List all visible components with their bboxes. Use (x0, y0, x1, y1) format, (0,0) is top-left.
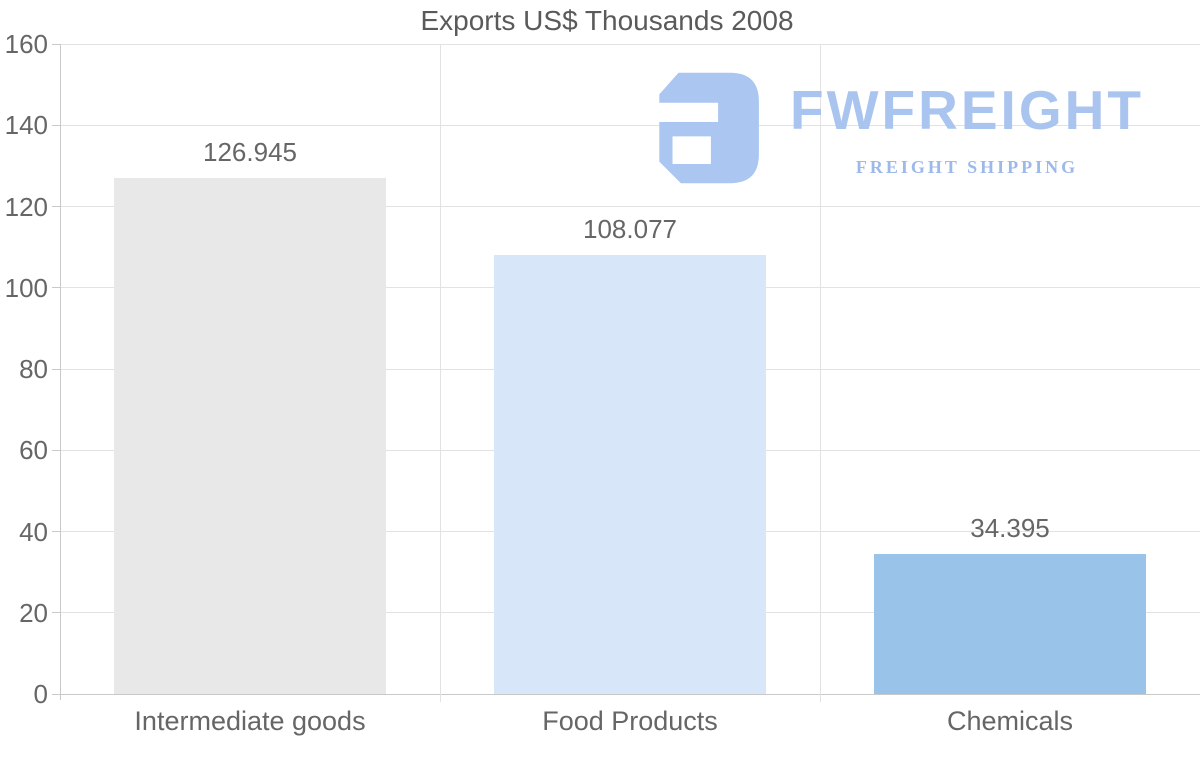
gridline-h (60, 124, 1200, 126)
watermark-brand: FWFREIGHT (790, 79, 1144, 141)
y-tick-mark (52, 612, 60, 614)
chart-title: Exports US$ Thousands 2008 (420, 5, 794, 36)
bar-intermediate-goods (114, 178, 386, 694)
fwfreight-logo-icon (659, 72, 759, 184)
x-category-label: Intermediate goods (134, 706, 366, 736)
bar-value-label: 34.395 (970, 513, 1050, 544)
y-tick-mark (52, 124, 60, 126)
x-category-label: Chemicals (946, 706, 1074, 736)
y-tick-label: 0 (33, 679, 48, 709)
y-tick-label: 40 (19, 516, 48, 547)
gridline-v (819, 44, 821, 702)
bar-value-label: 108.077 (583, 213, 677, 244)
y-tick-mark (52, 287, 60, 289)
watermark-tagline: FREIGHT SHIPPING (855, 157, 1079, 177)
watermark: FWFREIGHT FREIGHT SHIPPING (645, 68, 1150, 188)
y-tick-mark (52, 368, 60, 370)
y-tick-label: 80 (19, 354, 48, 384)
y-tick-label: 100 (4, 272, 48, 303)
bar-chemicals (874, 554, 1146, 694)
y-tick-label: 160 (4, 29, 48, 59)
y-tick-label: 20 (19, 597, 48, 628)
x-category-label: Food Products (542, 706, 718, 736)
gridline-h (60, 693, 1200, 695)
gridline-h (60, 43, 1200, 45)
bar-food-products (494, 254, 766, 694)
y-tick-mark (52, 43, 60, 45)
y-tick-mark (52, 531, 60, 532)
gridline-v (439, 44, 441, 702)
y-tick-mark (52, 693, 60, 695)
y-tick-label: 140 (4, 110, 48, 141)
watermark-text: FWFREIGHT FREIGHT SHIPPING (784, 68, 1150, 176)
gridline-h (60, 206, 1200, 207)
y-axis-line (60, 44, 61, 700)
y-tick-mark (52, 206, 60, 207)
y-tick-mark (52, 449, 60, 451)
y-tick-label: 120 (4, 191, 48, 222)
bar-value-label: 126.945 (203, 137, 297, 168)
y-tick-label: 60 (19, 435, 48, 466)
